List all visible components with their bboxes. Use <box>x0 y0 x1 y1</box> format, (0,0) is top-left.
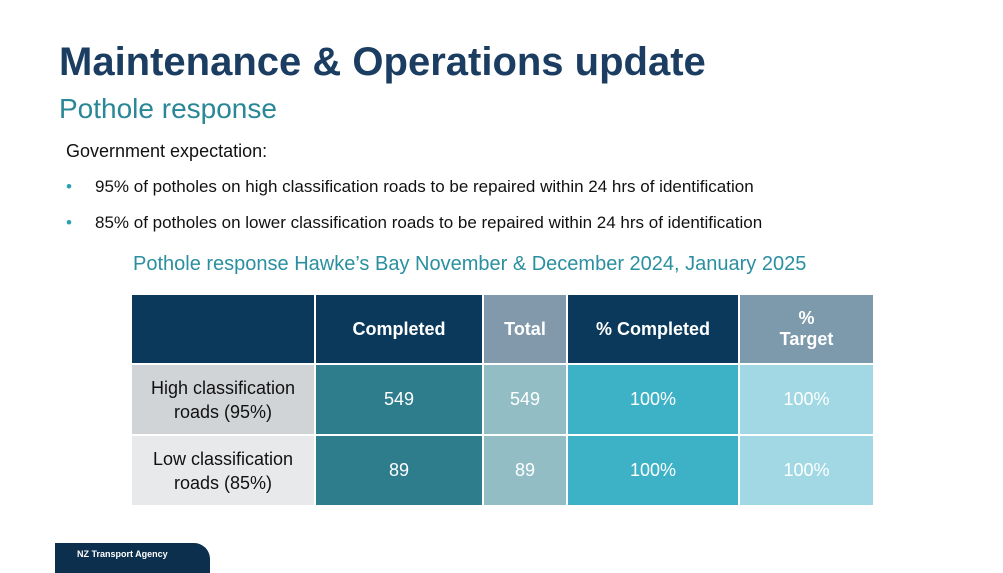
row-label: High classification roads (95%) <box>130 363 316 436</box>
header-cell: Completed <box>314 293 484 365</box>
row-label: Low classification roads (85%) <box>130 434 316 507</box>
row: High classification roads (95%) 549 549 … <box>130 363 875 436</box>
table-caption: Pothole response Hawke’s Bay November & … <box>133 253 807 275</box>
header-cell: Total <box>482 293 568 365</box>
title: Maintenance & Operations update <box>59 40 706 84</box>
header-cell <box>130 293 316 365</box>
bullet-text: 85% of potholes on lower classification … <box>95 213 763 232</box>
cell: 549 <box>482 363 568 436</box>
header-text: % Target <box>779 308 834 349</box>
expectation-label: Government expectation: <box>66 141 268 161</box>
cell: 100% <box>566 434 740 507</box>
footer-brand: NZ Transport Agency <box>77 549 168 559</box>
bullet: • 85% of potholes on lower classification… <box>66 213 763 232</box>
row: Low classification roads (85%) 89 89 100… <box>130 434 875 507</box>
slide: Maintenance & Operations update Pothole … <box>55 40 875 573</box>
cell: 100% <box>566 363 740 436</box>
cell: 100% <box>738 363 875 436</box>
bullet-text: 95% of potholes on high classification r… <box>95 177 754 196</box>
cell: 100% <box>738 434 875 507</box>
header-cell: % Target <box>738 293 875 365</box>
bullet: • 95% of potholes on high classification … <box>66 177 754 196</box>
subtitle: Pothole response <box>59 93 277 124</box>
cell: 89 <box>482 434 568 507</box>
table: Completed Total % Completed % Target Hig… <box>130 293 875 507</box>
header-row: Completed Total % Completed % Target <box>130 293 875 365</box>
cell: 549 <box>314 363 484 436</box>
footer-tab: NZ Transport Agency <box>55 543 210 573</box>
cell: 89 <box>314 434 484 507</box>
header-cell: % Completed <box>566 293 740 365</box>
